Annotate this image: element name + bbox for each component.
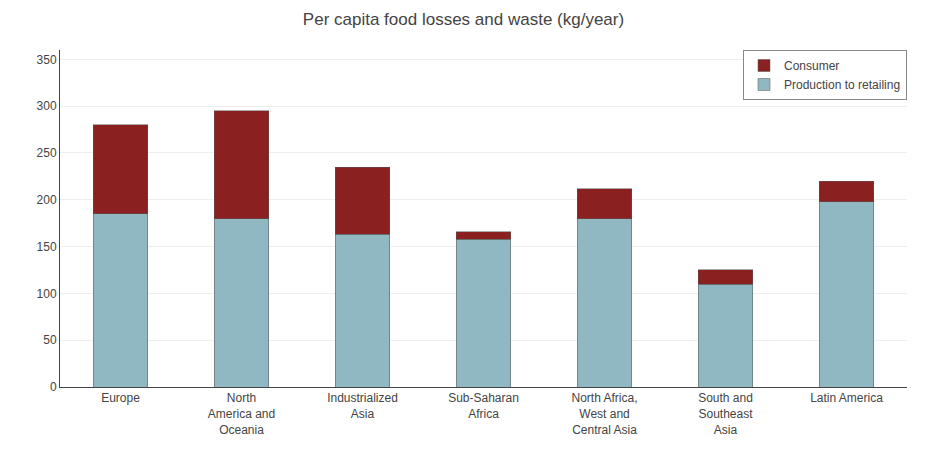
svg-text:NorthAmerica andOceania: NorthAmerica andOceania bbox=[208, 391, 275, 436]
svg-text:Per capita food losses and was: Per capita food losses and waste (kg/yea… bbox=[303, 10, 624, 29]
svg-text:Production to retailing: Production to retailing bbox=[784, 78, 900, 92]
svg-text:IndustrializedAsia: IndustrializedAsia bbox=[327, 391, 398, 421]
svg-text:50: 50 bbox=[43, 333, 57, 347]
svg-text:100: 100 bbox=[37, 287, 57, 301]
svg-text:Europe: Europe bbox=[101, 391, 140, 405]
svg-text:0: 0 bbox=[50, 380, 57, 394]
svg-text:300: 300 bbox=[37, 99, 57, 113]
svg-text:250: 250 bbox=[37, 146, 57, 160]
svg-text:Latin America: Latin America bbox=[810, 391, 883, 405]
svg-text:200: 200 bbox=[37, 193, 57, 207]
svg-text:North Africa,West andCentral A: North Africa,West andCentral Asia bbox=[571, 391, 637, 436]
svg-text:350: 350 bbox=[37, 53, 57, 67]
svg-text:South andSoutheastAsia: South andSoutheastAsia bbox=[698, 391, 753, 436]
svg-text:150: 150 bbox=[37, 240, 57, 254]
svg-text:Sub-SaharanAfrica: Sub-SaharanAfrica bbox=[448, 391, 519, 421]
svg-text:Consumer: Consumer bbox=[784, 59, 839, 73]
